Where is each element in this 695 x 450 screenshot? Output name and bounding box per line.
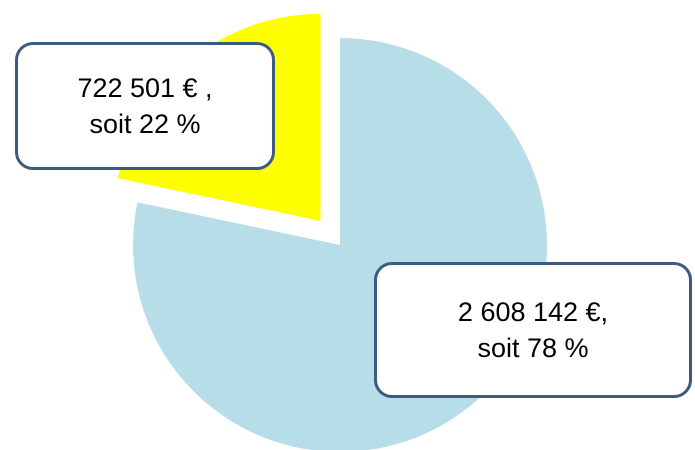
data-label: soit 22 % [89,109,201,139]
data-label: 2 608 142 €, [457,296,609,327]
data-label: soit 78 % [477,333,589,363]
data-label-box: 2 608 142 €, soit 78 % [374,262,692,398]
data-label-box: 722 501 € , soit 22 % [15,42,275,170]
data-label: 722 501 € , [77,72,213,103]
